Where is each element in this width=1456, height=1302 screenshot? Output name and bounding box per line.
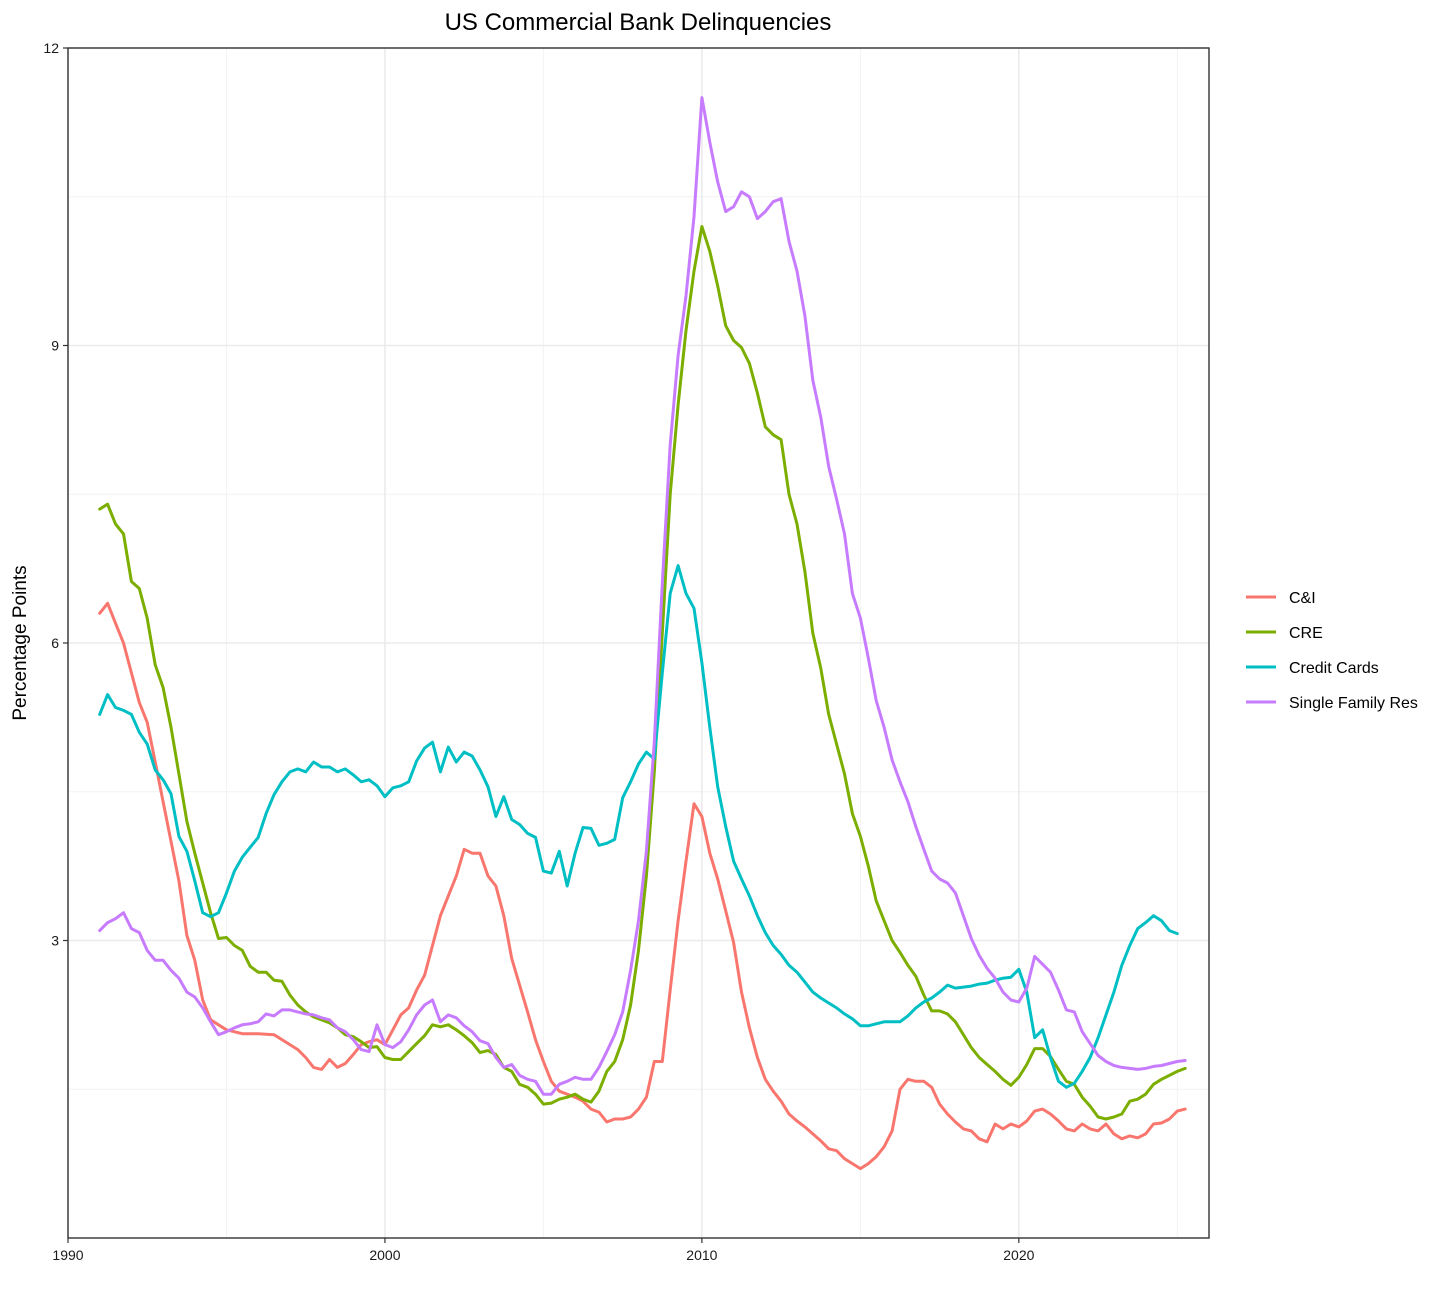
y-tick-label: 12 [43,40,59,56]
y-tick-label: 6 [51,635,59,651]
x-tick-label: 2000 [369,1247,400,1263]
legend: C&I CRE Credit Cards Single Family Res [1246,590,1418,712]
series-line-cre [98,225,1187,1121]
legend-label: C&I [1289,590,1316,607]
series-layer [98,96,1187,1171]
series-line-credit-cards [98,564,1179,1089]
legend-label: CRE [1289,625,1323,642]
legend-label: Credit Cards [1289,660,1379,677]
legend-label: Single Family Res [1289,695,1418,712]
x-tick-label: 2010 [686,1247,717,1263]
y-axis-title: Percentage Points [10,565,31,720]
x-tick-label: 2020 [1003,1247,1034,1263]
y-tick-label: 9 [51,338,59,354]
x-tick-label: 1990 [52,1247,83,1263]
axes: 1990 2000 2010 2020 3 6 9 12 [43,40,1034,1263]
series-line-c-i [98,601,1187,1171]
series-line-single-family-res [98,96,1187,1096]
chart-title: US Commercial Bank Delinquencies [445,9,832,36]
y-tick-label: 3 [51,933,59,949]
